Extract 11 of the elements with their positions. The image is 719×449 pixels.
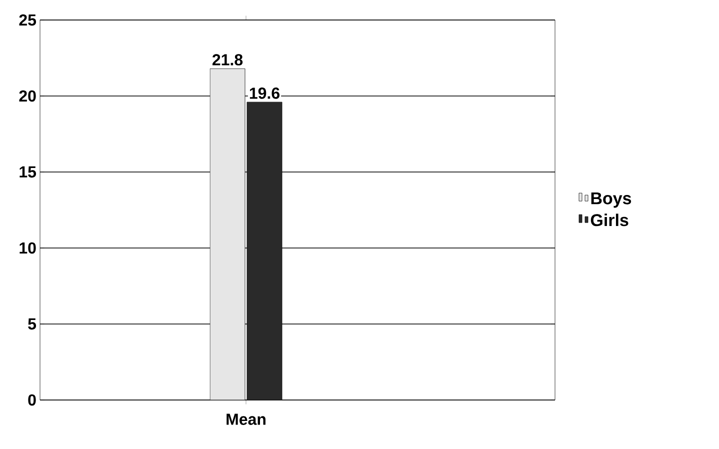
- y-tick-label: 25: [19, 14, 36, 26]
- y-tick-label: 15: [20, 166, 36, 178]
- y-tick-label: 5: [28, 318, 36, 330]
- data-label: 21.8: [212, 54, 243, 66]
- data-label: 19.6: [250, 88, 280, 99]
- legend-label: Boys: [591, 192, 632, 208]
- y-tick-label: 0: [28, 394, 36, 406]
- y-tick-label: 10: [20, 242, 36, 254]
- legend-label: Girls: [590, 214, 628, 226]
- y-tick-label: 20: [19, 90, 36, 102]
- x-tick-label: Mean: [226, 414, 266, 425]
